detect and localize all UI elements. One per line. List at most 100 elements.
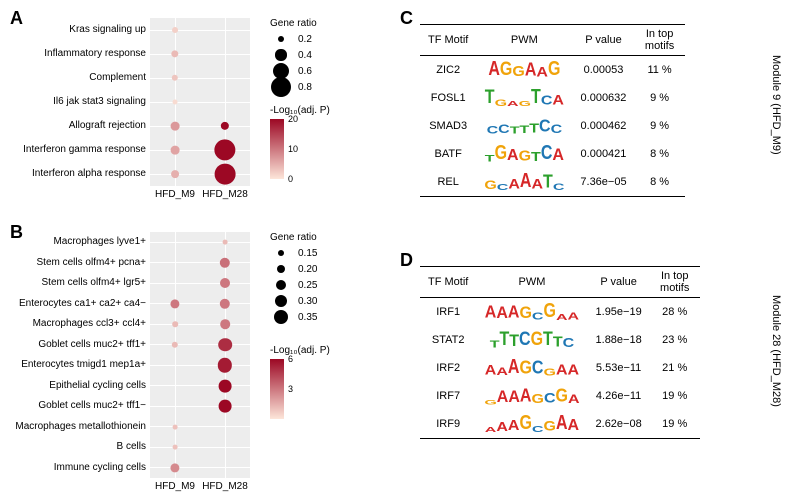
tf-name: STAT2 xyxy=(420,326,476,354)
pwm-cell: TGAGTCA xyxy=(476,84,572,112)
dot xyxy=(171,170,179,178)
pct-cell: 8 % xyxy=(635,140,685,168)
pvalue-cell: 2.62e−08 xyxy=(588,410,650,439)
pwm-logo: TGAGTCA xyxy=(485,144,564,164)
pct-cell: 8 % xyxy=(635,168,685,197)
legend-size-label: 0.20 xyxy=(298,264,317,275)
table-header: In topmotifs xyxy=(650,267,700,298)
legend-size-dot xyxy=(271,77,292,98)
legend-size-label: 0.8 xyxy=(298,82,312,93)
pvalue-cell: 4.26e−11 xyxy=(588,382,650,410)
tf-name: IRF9 xyxy=(420,410,476,439)
tf-name: REL xyxy=(420,168,476,197)
row-label: Enterocytes tmigd1 mep1a+ xyxy=(1,359,146,370)
table-row: IRF1AAAGCGAA1.95e−1928 % xyxy=(420,298,700,327)
row-label: Interferon gamma response xyxy=(1,144,146,155)
tf-name: BATF xyxy=(420,140,476,168)
pwm-logo: AAAGCGAA xyxy=(485,302,579,322)
table-row: FOSL1TGAGTCA0.0006329 % xyxy=(420,84,685,112)
panel-a-size-legend: Gene ratio0.20.40.60.8 xyxy=(270,18,317,96)
dot xyxy=(171,146,180,155)
dot xyxy=(173,424,178,429)
pwm-logo: TGAGTCA xyxy=(485,88,564,108)
dot xyxy=(221,122,229,130)
row-label: Complement xyxy=(1,72,146,83)
panel-d-table: TF MotifPWMP valueIn topmotifsIRF1AAAGCG… xyxy=(420,266,700,439)
legend-size-dot xyxy=(278,36,284,42)
panel-b-color-legend: -Log₁₀(adj. P)63 xyxy=(270,345,330,419)
legend-color-bar: 20100 xyxy=(270,119,284,179)
tf-name: FOSL1 xyxy=(420,84,476,112)
module-label-d: Module 28 (HFD_M28) xyxy=(770,295,782,407)
panel-b-dotplot xyxy=(150,232,250,478)
pwm-logo: AAAGCGAA xyxy=(485,358,579,378)
dot xyxy=(214,139,235,160)
row-label: Enterocytes ca1+ ca2+ ca4− xyxy=(1,298,146,309)
row-label: Goblet cells muc2+ tff1− xyxy=(1,400,146,411)
dot xyxy=(220,299,230,309)
table-row: IRF2 AAAGCGAA 5.53e−1121 % xyxy=(420,354,700,382)
pwm-cell: GAAAGCGA xyxy=(476,382,587,410)
legend-title: -Log₁₀(adj. P) xyxy=(270,105,330,116)
tf-name: IRF2 xyxy=(420,354,476,382)
row-label: Inflammatory response xyxy=(1,48,146,59)
pwm-cell: TTTCGTTC xyxy=(476,326,587,354)
row-label: Macrophages metallothionein xyxy=(1,421,146,432)
pvalue-cell: 0.000421 xyxy=(572,140,634,168)
pct-cell: 28 % xyxy=(650,298,700,327)
pct-cell: 9 % xyxy=(635,84,685,112)
pwm-logo: AAAGCGAA xyxy=(485,414,579,434)
dot xyxy=(223,240,228,245)
pwm-logo: GCAAATC xyxy=(484,172,564,192)
dot xyxy=(171,50,178,57)
table-header: PWM xyxy=(476,267,587,298)
pct-cell: 19 % xyxy=(650,410,700,439)
table-row: STAT2TTTCGTTC1.88e−1823 % xyxy=(420,326,700,354)
legend-color-tick: 10 xyxy=(288,144,298,154)
legend-size-dot xyxy=(274,310,288,324)
tf-name: IRF7 xyxy=(420,382,476,410)
legend-size-label: 0.2 xyxy=(298,34,312,45)
legend-size-label: 0.30 xyxy=(298,296,317,307)
panel-b-size-legend: Gene ratio0.150.200.250.300.35 xyxy=(270,232,317,326)
table-header: P value xyxy=(588,267,650,298)
dot xyxy=(173,100,178,105)
panel-c-table: TF MotifPWMP valueIn topmotifsZIC2AGGAAG… xyxy=(420,24,685,197)
legend-size-label: 0.6 xyxy=(298,66,312,77)
row-label: Kras signaling up xyxy=(1,24,146,35)
row-label: Stem cells olfm4+ lgr5+ xyxy=(1,277,146,288)
row-label: Immune cycling cells xyxy=(1,462,146,473)
legend-size-label: 0.15 xyxy=(298,248,317,259)
legend-size-label: 0.35 xyxy=(298,312,317,323)
pct-cell: 21 % xyxy=(650,354,700,382)
table-row: REL GCAAATC 7.36e−058 % xyxy=(420,168,685,197)
pwm-logo: GAAAGCGA xyxy=(484,386,579,406)
pwm-cell: AAAGCGAA xyxy=(476,410,587,439)
dot xyxy=(172,75,178,81)
col-label: HFD_M28 xyxy=(202,189,248,200)
table-header: PWM xyxy=(476,25,572,56)
legend-color-bar: 63 xyxy=(270,359,284,419)
pwm-cell: AAAGCGAA xyxy=(476,354,587,382)
table-row: IRF7GAAAGCGA4.26e−1119 % xyxy=(420,382,700,410)
legend-size-dot xyxy=(278,250,284,256)
dot xyxy=(171,122,180,131)
dot xyxy=(172,321,178,327)
row-label: Interferon alpha response xyxy=(1,168,146,179)
pvalue-cell: 5.53e−11 xyxy=(588,354,650,382)
legend-title: Gene ratio xyxy=(270,18,317,29)
panel-a-color-legend: -Log₁₀(adj. P) 20100 xyxy=(270,105,330,179)
pvalue-cell: 1.88e−18 xyxy=(588,326,650,354)
dot xyxy=(220,319,230,329)
tf-name: ZIC2 xyxy=(420,56,476,85)
pvalue-cell: 7.36e−05 xyxy=(572,168,634,197)
module-label-c: Module 9 (HFD_M9) xyxy=(770,55,782,155)
pwm-cell: AGGAAG xyxy=(476,56,572,85)
pct-cell: 23 % xyxy=(650,326,700,354)
dot xyxy=(170,463,179,472)
row-label: B cells xyxy=(1,441,146,452)
legend-size-dot xyxy=(275,49,286,60)
dot xyxy=(172,342,178,348)
row-label: Macrophages lyve1+ xyxy=(1,236,146,247)
dot xyxy=(173,445,178,450)
